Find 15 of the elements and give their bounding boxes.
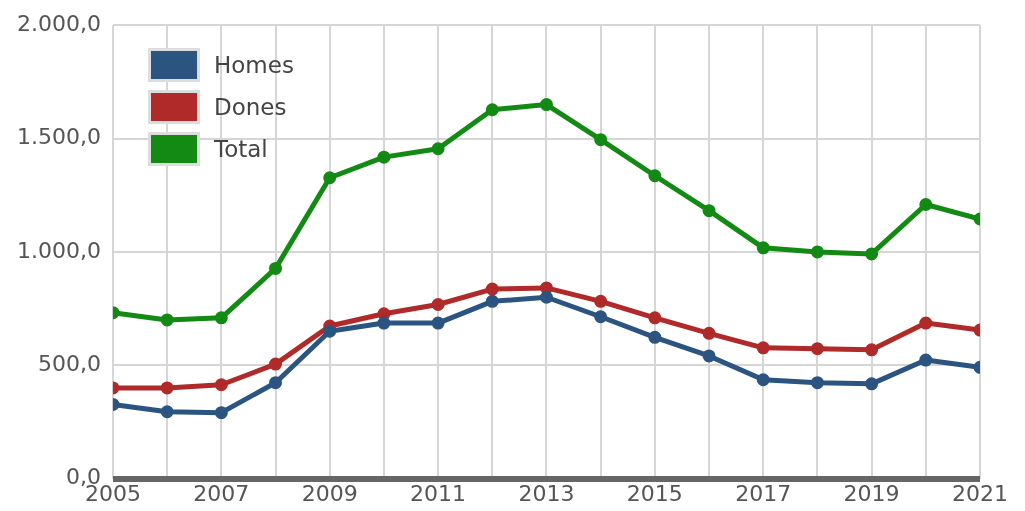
x-tick-label: 2015 [626,480,683,506]
y-tick-label: 500,0 [37,350,101,376]
y-tick-label: 1.000,0 [16,237,101,263]
x-tick-label: 2013 [518,480,575,506]
legend-label: Total [214,136,268,162]
legend-label: Homes [214,52,294,78]
x-tick-label: 2017 [735,480,792,506]
y-tick-label: 1.500,0 [16,124,101,150]
legend-label: Dones [214,94,287,120]
x-tick-label: 2011 [410,480,467,506]
y-tick-label: 2.000,0 [16,10,101,36]
x-tick-label: 2007 [193,480,250,506]
x-tick-label: 2021 [952,480,1008,506]
x-tick-label: 2009 [301,480,358,506]
x-tick-label: 2019 [843,480,900,506]
